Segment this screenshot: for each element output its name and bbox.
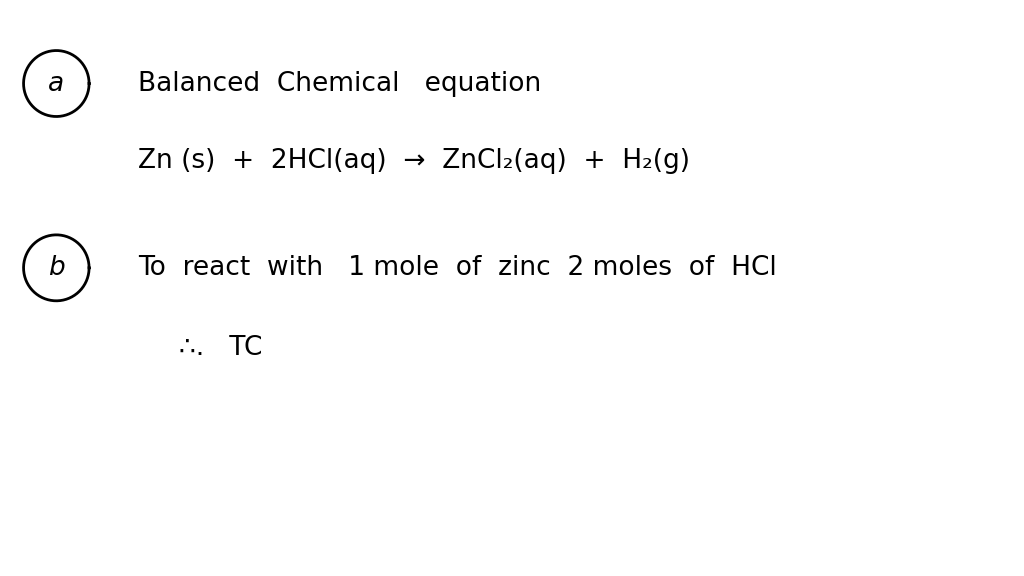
Text: b: b	[48, 255, 65, 281]
Text: Zn (s)  +  2HCl(aq)  →  ZnCl₂(aq)  +  H₂(g): Zn (s) + 2HCl(aq) → ZnCl₂(aq) + H₂(g)	[138, 148, 690, 175]
Text: a: a	[48, 70, 65, 97]
Text: To  react  with   1 mole  of  zinc  2 moles  of  HCl: To react with 1 mole of zinc 2 moles of …	[138, 255, 777, 281]
Text: Balanced  Chemical   equation: Balanced Chemical equation	[138, 70, 542, 97]
Text: ∴.   TC: ∴. TC	[179, 335, 262, 362]
